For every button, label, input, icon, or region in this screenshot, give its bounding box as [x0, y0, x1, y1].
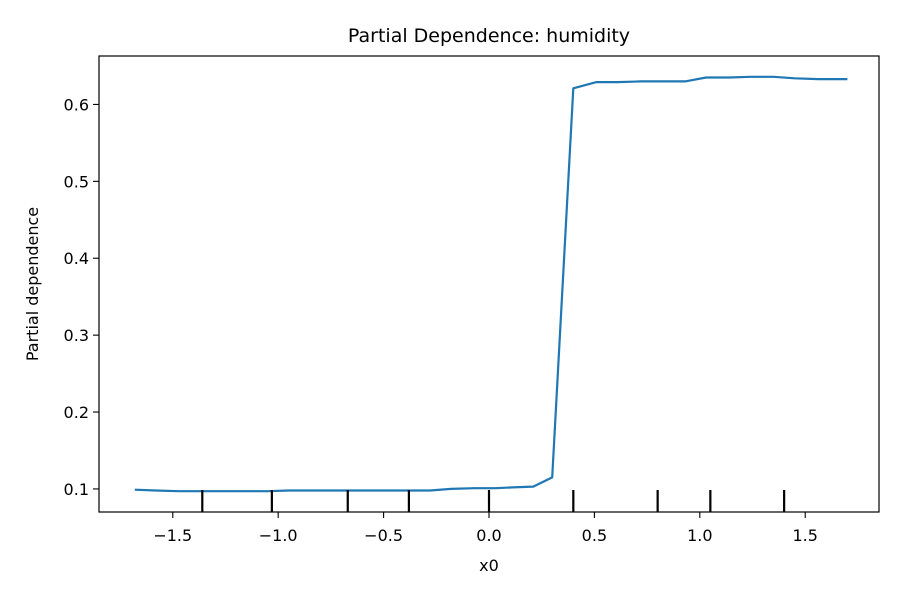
x-tick-label: −0.5: [364, 526, 403, 545]
series-layer: [134, 75, 848, 493]
x-axis: −1.5 −1.0 −0.5 0.0 0.5 1.0 1.5: [153, 512, 818, 545]
x-tick-label: −1.5: [153, 526, 192, 545]
x-axis-label: x0: [479, 556, 499, 575]
y-tick-label: 0.6: [64, 95, 89, 114]
x-tick-label: 0.5: [582, 526, 607, 545]
x-tick-label: −1.0: [259, 526, 298, 545]
y-tick-label: 0.2: [64, 403, 89, 422]
x-tick-label: 1.5: [792, 526, 817, 545]
rug-layer: [201, 490, 786, 512]
y-axis: 0.1 0.2 0.3 0.4 0.5 0.6: [64, 95, 99, 499]
y-tick-label: 0.1: [64, 480, 89, 499]
y-tick-label: 0.4: [64, 249, 89, 268]
partial-dependence-line: [134, 75, 848, 493]
y-axis-label: Partial dependence: [23, 207, 42, 361]
x-tick-label: 1.0: [687, 526, 712, 545]
chart-title: Partial Dependence: humidity: [348, 25, 630, 47]
plot-area: [98, 55, 880, 513]
y-tick-label: 0.5: [64, 172, 89, 191]
y-tick-label: 0.3: [64, 326, 89, 345]
x-tick-label: 0.0: [476, 526, 501, 545]
